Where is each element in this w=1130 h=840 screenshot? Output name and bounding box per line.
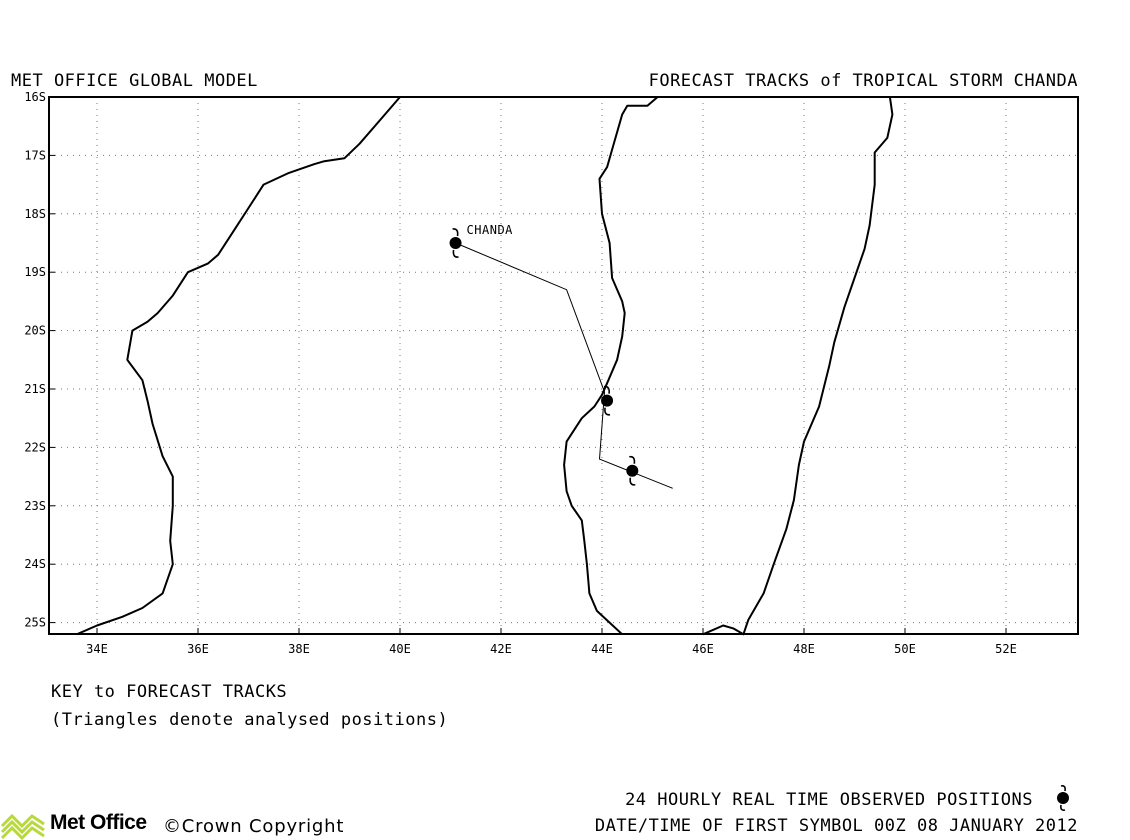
lat-tick-label: 25S <box>24 616 46 630</box>
lat-tick-label: 17S <box>24 148 46 162</box>
graticule-grid <box>49 96 1078 634</box>
cyclone-position-icon <box>626 455 639 486</box>
met-office-logo-icon <box>0 813 45 840</box>
model-title: MET OFFICE GLOBAL MODEL <box>11 71 258 91</box>
axis-ticks: 34E 36E 38E 40E 42E 44E 46E 48E 50E 52E 16S 17S 18S 1… <box>24 90 1017 656</box>
storm-name-label: CHANDA <box>467 223 514 237</box>
lon-tick-label: 34E <box>86 642 108 656</box>
forecast-title: FORECAST TRACKS of TROPICAL STORM CHANDA <box>648 71 1078 91</box>
cyclone-position-icon <box>449 228 462 258</box>
lat-tick-label: 22S <box>24 440 46 454</box>
key-title: KEY to FORECAST TRACKS <box>51 682 288 702</box>
lon-tick-label: 36E <box>187 642 209 656</box>
map-frame <box>48 96 1079 635</box>
lon-tick-label: 50E <box>894 642 916 656</box>
lat-tick-label: 20S <box>24 324 46 338</box>
lon-tick-label: 38E <box>288 642 310 656</box>
lat-tick-label: 16S <box>24 90 46 104</box>
lat-tick-label: 21S <box>24 382 46 396</box>
lon-tick-label: 48E <box>793 642 815 656</box>
coastlines <box>76 96 894 636</box>
lat-tick-label: 18S <box>24 207 46 221</box>
lon-tick-label: 40E <box>389 642 411 656</box>
forecast-track-line <box>455 242 673 489</box>
lon-tick-label: 42E <box>490 642 512 656</box>
coastline-africa <box>76 96 401 636</box>
cyclone-symbol-icon <box>1057 785 1069 811</box>
forecast-track-map: CHANDA 34E 36E 38E 40E 42E 44E 46E 48E 50E 52E 16S… <box>24 90 1079 656</box>
lat-tick-label: 23S <box>24 499 46 513</box>
key-note: (Triangles denote analysed positions) <box>51 710 449 730</box>
lon-tick-label: 44E <box>591 642 613 656</box>
cyclone-position-icon <box>601 385 614 416</box>
copyright-text: ©Crown Copyright <box>163 816 345 837</box>
lat-tick-label: 24S <box>24 557 46 571</box>
observed-positions-label: 24 HOURLY REAL TIME OBSERVED POSITIONS <box>625 790 1033 810</box>
first-symbol-datetime: DATE/TIME OF FIRST SYMBOL 00Z 08 JANUARY… <box>594 816 1078 836</box>
coastline-madagascar-east <box>702 96 894 636</box>
coastline-madagascar-west <box>563 96 659 636</box>
lon-tick-label: 46E <box>692 642 714 656</box>
lat-tick-label: 19S <box>24 265 46 279</box>
brand-name: Met Office <box>50 811 147 834</box>
storm-track: CHANDA <box>449 223 673 489</box>
lon-tick-label: 52E <box>995 642 1017 656</box>
